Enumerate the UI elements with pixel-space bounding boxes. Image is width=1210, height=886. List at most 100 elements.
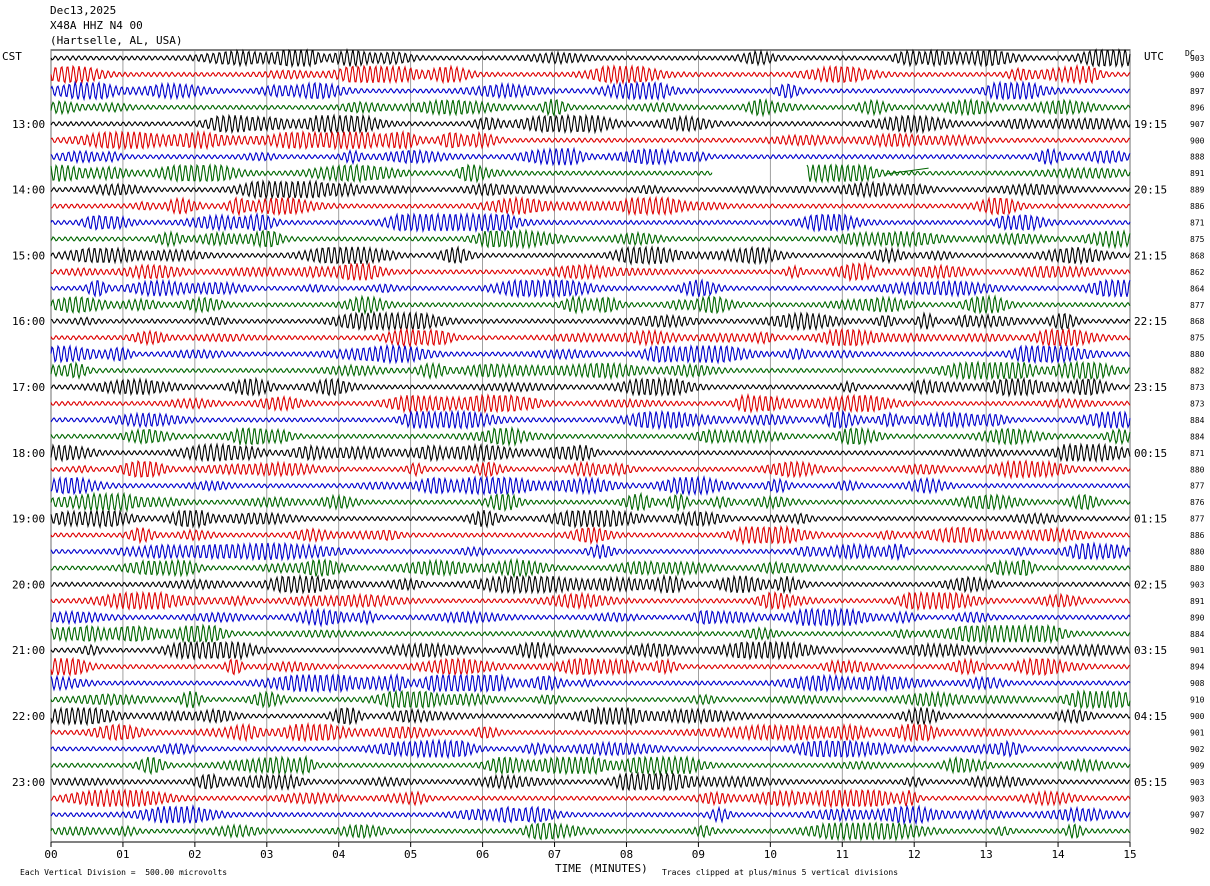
x-tick-label: 01 [116,848,129,861]
seismic-trace [50,442,1131,464]
x-tick-label: 13 [980,848,993,861]
seismic-trace [50,195,1131,217]
x-tick-label: 02 [188,848,201,861]
seismic-trace [50,623,1131,645]
seismic-trace [50,360,1131,381]
x-tick-label: 05 [404,848,417,861]
utc-hour-label: 22:15 [1134,315,1167,328]
seismic-trace [50,640,1131,661]
dc-offset-value: 903 [1190,778,1205,787]
dc-offset-value: 896 [1190,103,1205,112]
seismic-trace [50,179,1131,200]
utc-hour-label: 23:15 [1134,381,1167,394]
seismic-trace [50,228,1131,250]
dc-offset-value: 871 [1190,219,1205,228]
cst-hour-label: 17:00 [12,381,45,394]
station-location: (Hartselle, AL, USA) [50,34,183,47]
cst-hour-label: 13:00 [12,118,45,131]
dc-offset-value: 868 [1190,251,1205,260]
seismic-trace [50,738,1131,760]
cst-hour-label: 20:00 [12,578,45,591]
x-tick-label: 10 [764,848,777,861]
seismic-trace [50,327,1131,349]
seismic-trace [50,771,1131,792]
utc-hour-label: 01:15 [1134,513,1167,526]
dc-offset-value: 884 [1190,416,1205,425]
seismic-trace [50,80,1131,102]
x-tick-label: 00 [44,848,57,861]
dc-offset-value: 901 [1190,646,1205,655]
x-axis-title: TIME (MINUTES) [555,862,648,875]
dc-offset-value: 877 [1190,515,1205,524]
utc-hour-label: 21:15 [1134,249,1167,262]
seismic-trace [50,129,1131,151]
plot-frame [50,49,1131,843]
station-code: X48A HHZ N4 00 [50,19,143,32]
cst-hour-label: 19:00 [12,513,45,526]
seismic-trace [50,97,1131,118]
x-tick-label: 06 [476,848,489,861]
seismic-trace [50,310,1131,332]
dc-offset-value: 907 [1190,120,1205,129]
dc-offset-value: 871 [1190,449,1205,458]
x-tick-label: 07 [548,848,561,861]
dc-offset-value: 876 [1190,498,1205,507]
seismic-trace [50,821,1131,842]
x-tick-label: 04 [332,848,346,861]
utc-hour-label: 02:15 [1134,578,1167,591]
x-tick-label: 15 [1123,848,1136,861]
dc-offset-value: 894 [1190,663,1205,672]
dc-offset-value: 868 [1190,317,1205,326]
seismic-trace [50,491,1131,513]
seismic-trace [50,721,1131,743]
seismic-trace [50,409,1131,431]
dc-offset-header: DC [1185,49,1195,58]
dc-offset-value: 875 [1190,334,1205,343]
dc-offset-value: 900 [1190,712,1205,721]
dc-offset-value: 880 [1190,564,1205,573]
cst-hour-label: 16:00 [12,315,45,328]
seismic-trace [50,392,1131,414]
dc-offset-value: 891 [1190,169,1205,178]
seismic-trace [50,804,1131,826]
dc-offset-value: 880 [1190,350,1205,359]
scale-note: Each Vertical Division = 500.00 microvol… [20,868,228,877]
seismic-trace [50,425,1131,447]
utc-hour-label: 19:15 [1134,118,1167,131]
dc-offset-value: 910 [1190,696,1205,705]
seismic-trace [50,278,1131,299]
dc-offset-value: 897 [1190,87,1205,96]
seismic-trace [50,541,1131,562]
dc-offset-value: 888 [1190,153,1205,162]
seismic-trace [50,557,1131,579]
utc-hour-label: 20:15 [1134,184,1167,197]
seismic-trace [806,163,1131,184]
cst-hour-label: 21:00 [12,644,45,657]
dc-offset-value: 903 [1190,794,1205,803]
dc-offset-value: 880 [1190,548,1205,557]
dc-offset-value: 873 [1190,383,1205,392]
seismic-trace [50,261,1131,283]
seismic-trace [50,509,1131,530]
cst-hour-label: 22:00 [12,710,45,723]
dc-offset-value: 886 [1190,202,1205,211]
dc-offset-value: 873 [1190,399,1205,408]
x-tick-label: 12 [908,848,921,861]
dc-offset-value: 903 [1190,580,1205,589]
dc-offset-value: 900 [1190,70,1205,79]
seismic-trace [50,590,1131,612]
x-tick-label: 14 [1051,848,1065,861]
dc-offset-value: 886 [1190,531,1205,540]
seismic-trace [50,294,1131,316]
dc-offset-value: 884 [1190,432,1205,441]
seismic-trace [50,211,1131,233]
seismic-trace [50,245,1131,266]
seismic-trace [50,672,1131,694]
dc-offset-value: 890 [1190,613,1205,622]
seismic-trace [50,47,1131,69]
right-timezone-label: UTC [1144,50,1164,63]
dc-offset-value: 877 [1190,301,1205,310]
utc-hour-label: 04:15 [1134,710,1167,723]
seismic-trace [50,475,1131,497]
